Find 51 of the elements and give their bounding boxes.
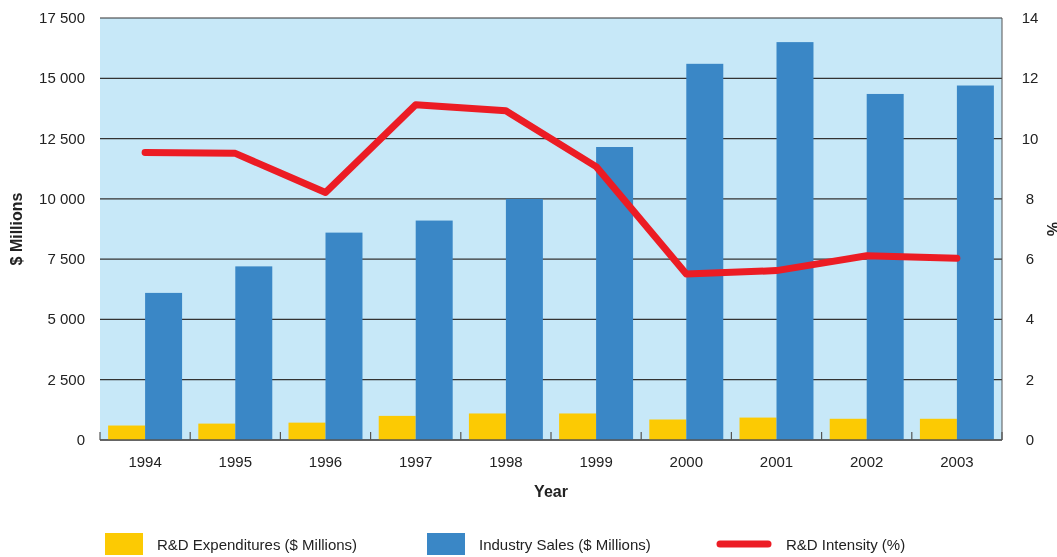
bar <box>559 413 597 440</box>
bar <box>325 232 363 440</box>
x-tick-label: 2003 <box>940 453 974 470</box>
y2-tick-label: 14 <box>1021 9 1039 26</box>
bar <box>776 42 814 440</box>
x-tick-label: 2000 <box>669 453 703 470</box>
x-tick-label: 1994 <box>128 453 162 470</box>
bar <box>919 418 957 440</box>
y2-tick-label: 0 <box>1025 431 1035 448</box>
x-axis-title: Year <box>534 483 568 500</box>
x-tick-label: 1997 <box>399 453 433 470</box>
bar <box>649 419 687 440</box>
bar <box>415 220 453 440</box>
y-tick-label: 5 000 <box>47 310 85 328</box>
legend-label: R&D Intensity (%) <box>786 536 906 553</box>
bar <box>686 63 724 440</box>
y-tick-label: 12 500 <box>39 129 85 147</box>
bar <box>829 418 867 440</box>
x-tick-label: 1995 <box>218 453 252 470</box>
y-tick-label: 7 500 <box>47 250 85 268</box>
y-tick-label: 10 000 <box>39 189 85 207</box>
bar <box>739 417 777 440</box>
y2-tick-label: 12 <box>1021 69 1039 87</box>
y2-tick-label: 8 <box>1025 189 1035 207</box>
y-tick-label: 15 000 <box>39 69 85 87</box>
bar <box>235 266 273 440</box>
y-tick-label: 0 <box>76 431 85 448</box>
y-axis-title: $ Millions <box>8 192 25 266</box>
x-tick-label: 1998 <box>489 453 523 470</box>
y-tick-label: 17 500 <box>39 9 85 26</box>
bar <box>468 413 506 440</box>
bar <box>596 147 634 440</box>
y-tick-label: 2 500 <box>47 370 85 388</box>
y2-tick-label: 2 <box>1025 370 1035 388</box>
bar <box>198 423 236 440</box>
bar <box>866 93 904 440</box>
bar <box>505 198 543 440</box>
legend-label: Industry Sales ($ Millions) <box>479 536 651 553</box>
x-tick-label: 2001 <box>759 453 794 470</box>
bar <box>288 422 326 440</box>
y2-tick-label: 4 <box>1025 310 1035 328</box>
y2-tick-label: 10 <box>1021 129 1039 147</box>
bar <box>956 85 994 440</box>
legend-label: R&D Expenditures ($ Millions) <box>157 536 358 553</box>
y2-tick-label: 6 <box>1025 250 1035 268</box>
x-tick-label: 1996 <box>308 453 343 470</box>
bar <box>145 292 183 440</box>
bar <box>378 415 416 440</box>
x-tick-label: 2002 <box>850 453 884 470</box>
bar <box>108 425 146 440</box>
x-tick-label: 1999 <box>579 453 613 470</box>
